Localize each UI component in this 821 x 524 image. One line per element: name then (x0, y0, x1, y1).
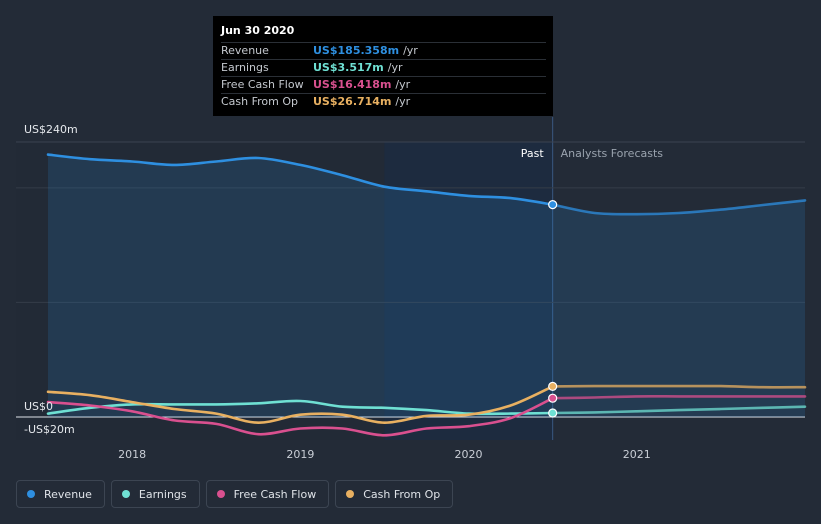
y-axis-label: US$240m (24, 123, 78, 136)
tooltip-value: US$185.358m (313, 44, 400, 57)
legend-label: Revenue (44, 487, 92, 501)
y-axis-label: -US$20m (24, 423, 75, 436)
free-cash-flow-marker (548, 393, 558, 403)
data-tooltip: Jun 30 2020 Revenue US$185.358m /yr Earn… (213, 16, 553, 116)
x-tick-label: 2018 (118, 448, 146, 461)
tooltip-date: Jun 30 2020 (221, 24, 295, 37)
tooltip-label: Earnings (221, 61, 269, 74)
past-label: Past (521, 147, 545, 160)
earnings-line-forecast (551, 405, 807, 415)
x-tick-label: 2021 (623, 448, 651, 461)
chart-legend: Revenue Earnings Free Cash Flow Cash Fro… (16, 480, 454, 508)
legend-label: Cash From Op (363, 487, 441, 501)
x-tick-label: 2019 (286, 448, 314, 461)
cash-from-op-marker (548, 381, 558, 391)
earnings-marker (548, 408, 558, 418)
forecast-label: Analysts Forecasts (561, 147, 664, 160)
legend-item-free-cash-flow[interactable]: Free Cash Flow (205, 480, 330, 508)
cash-from-op-line-forecast (551, 384, 807, 389)
tooltip-unit: /yr (403, 44, 418, 57)
tooltip-label: Revenue (221, 44, 269, 57)
free-cash-flow-line-past (46, 396, 554, 437)
x-tick-label: 2020 (455, 448, 483, 461)
tooltip-row-earnings: Earnings US$3.517m /yr (221, 59, 546, 76)
tooltip-label: Cash From Op (221, 95, 299, 108)
plot-background (16, 142, 385, 440)
legend-item-cash-from-op[interactable]: Cash From Op (335, 480, 454, 508)
legend-dot-icon (27, 490, 35, 498)
tooltip-label: Free Cash Flow (221, 78, 304, 91)
past-highlight-region (384, 142, 553, 440)
tooltip-value: US$3.517m (313, 61, 384, 74)
revenue-area (48, 154, 805, 417)
legend-dot-icon (216, 490, 225, 498)
revenue-marker (548, 200, 558, 210)
legend-item-earnings[interactable]: Earnings (110, 480, 200, 508)
revenue-line-past (46, 153, 554, 206)
y-axis-label: US$0 (24, 400, 53, 413)
legend-dot-icon (346, 490, 355, 498)
legend-item-revenue[interactable]: Revenue (16, 480, 105, 508)
tooltip-unit: /yr (395, 95, 411, 108)
tooltip-row-free-cash-flow: Free Cash Flow US$16.418m /yr (221, 76, 546, 93)
tooltip-row-cash-from-op: Cash From Op US$26.714m /yr (221, 93, 546, 110)
tooltip-value: US$26.714m (313, 95, 392, 108)
tooltip-unit: /yr (387, 61, 403, 74)
tooltip-unit: /yr (395, 78, 411, 91)
tooltip-row-revenue: Revenue US$185.358m /yr (221, 42, 546, 59)
tooltip-value: US$16.418m (313, 78, 392, 91)
legend-label: Earnings (138, 487, 187, 501)
legend-dot-icon (121, 490, 130, 498)
legend-label: Free Cash Flow (233, 487, 317, 501)
cash-from-op-line-past (46, 385, 554, 425)
revenue-line-forecast (551, 199, 807, 216)
free-cash-flow-line-forecast (551, 395, 807, 400)
